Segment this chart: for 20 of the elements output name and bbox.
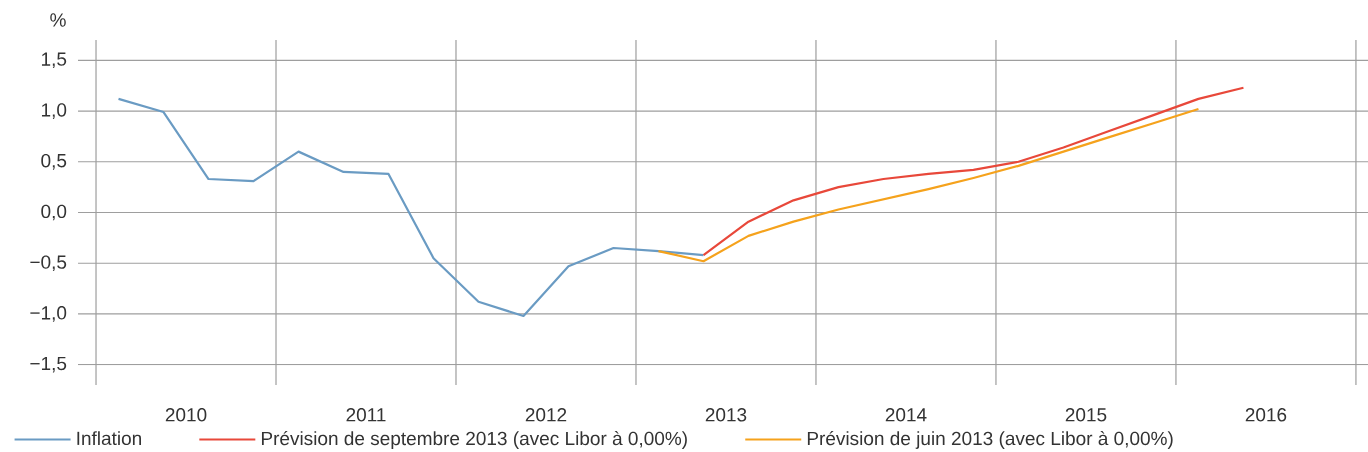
x-tick-label: 2015 <box>1065 408 1107 422</box>
line-series <box>702 86 1245 257</box>
x-tick-label: 2014 <box>885 408 927 422</box>
x-tick-label: 2012 <box>525 408 567 422</box>
y-tick-label: −1,5 <box>30 356 67 373</box>
x-tick-label: 2011 <box>346 408 386 422</box>
x-tick-label: 2013 <box>705 408 747 422</box>
y-tick-label: 0,5 <box>41 153 67 170</box>
y-tick-label: 1,5 <box>41 52 67 69</box>
legend-label: Inflation <box>77 431 141 446</box>
x-tick-label: 2016 <box>1245 408 1287 422</box>
y-axis-title: % <box>50 13 66 27</box>
legend-label: Prévision de septembre 2013 (avec Libor à 0,00%) <box>261 431 687 449</box>
y-tick-label: −1,0 <box>30 306 67 322</box>
y-tick-label: 1,0 <box>41 103 67 119</box>
y-tick-label: 0,0 <box>41 204 67 221</box>
y-tick-label: −0,5 <box>30 255 67 272</box>
legend-label: Prévision de juin 2013 (avec Libor à 0,00%) <box>807 431 1173 449</box>
x-tick-label: 2010 <box>165 408 207 422</box>
line-series <box>117 97 705 318</box>
